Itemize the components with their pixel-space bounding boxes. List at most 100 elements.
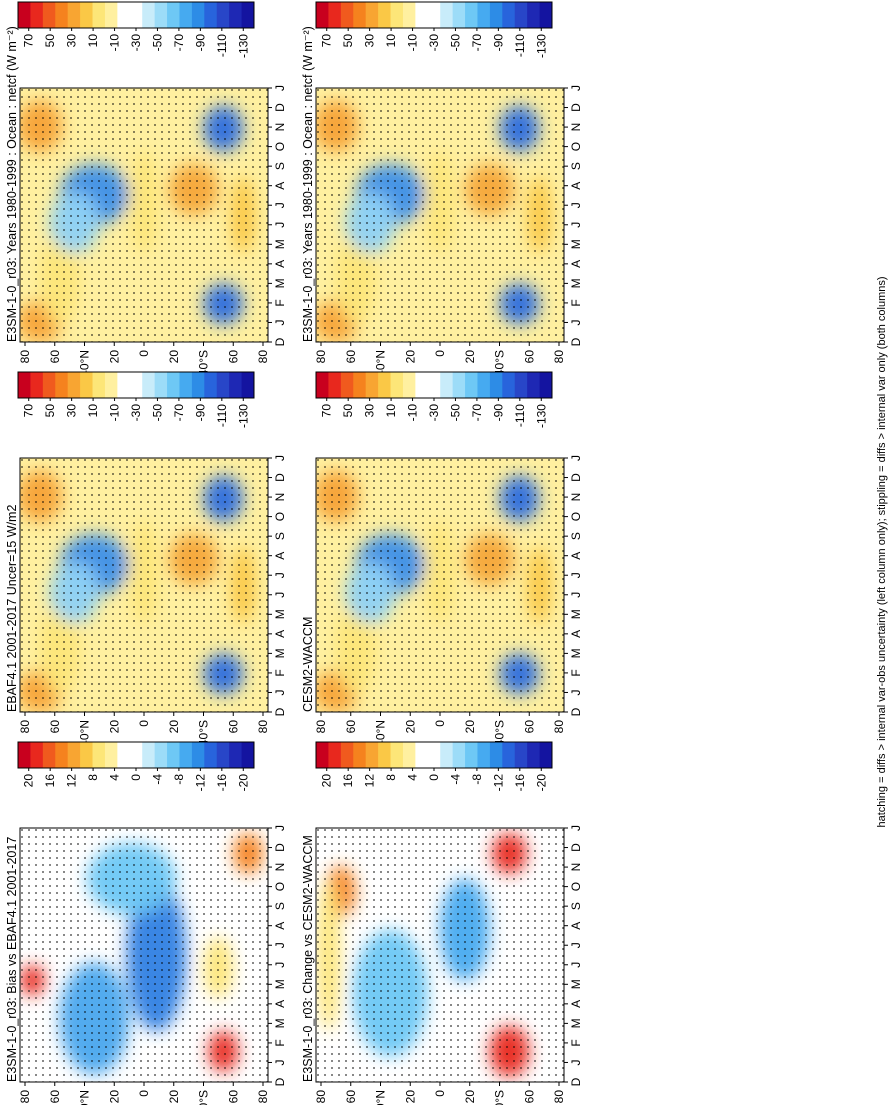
month-tick-label: D [273,1077,287,1086]
month-tick-label: M [569,278,583,288]
month-tick-label: J [569,592,583,598]
month-tick-label: J [273,592,287,598]
colorbar-swatch [340,372,354,398]
colorbar-label: -130 [534,404,548,428]
month-tick-label: M [273,648,287,658]
colorbar-swatch [427,742,441,768]
colorbar-swatch [167,2,180,28]
colorbar-label: -20 [534,774,548,792]
lat-tick-label: 40°S [493,1090,507,1105]
colorbar-swatch [191,742,205,768]
p-top-left: D J F M A M J J A S O N D J 80 60 40°N 20 0 20 40°S 60 80 E3SM-… [5,26,287,377]
colorbar-label: 70 [22,34,36,48]
lat-tick-label: 20 [403,350,417,364]
colorbar-swatch [167,372,180,398]
colorbar-swatch [55,372,69,398]
colorbar-label: 70 [320,34,334,48]
lat-tick-label: 40°S [493,720,507,746]
month-tick-label: A [273,552,287,560]
lat-tick-label: 40°N [374,1090,388,1105]
heatmap-field [20,828,268,1082]
colorbar-label: -30 [129,404,143,422]
colorbar-swatch [167,742,180,768]
colorbar-swatch [67,742,81,768]
colorbar-swatch [229,372,243,398]
month-tick-label: D [569,103,583,112]
colorbar-swatch [502,372,516,398]
month-tick-label: J [569,85,583,91]
month-tick-label: J [569,222,583,228]
colorbar-swatch [489,2,503,28]
colorbar-label: 0 [427,774,441,781]
colorbar-swatch [117,2,131,28]
month-tick-label: J [273,962,287,968]
month-tick-label: A [273,182,287,190]
colorbar-label: -130 [236,34,250,58]
colorbar-swatch [80,2,94,28]
month-tick-label: J [569,319,583,325]
colorbar-swatch [142,372,156,398]
lat-tick-label: 0 [137,350,151,357]
panel-title: E3SM-1-0_r03: Bias vs EBAF4.1 2001-2017 [5,837,19,1082]
colorbar-swatch [427,372,441,398]
month-tick-label: D [569,1077,583,1086]
panel-title: E3SM-1-0_r03: Years 1980-1999 : Ocean : … [5,26,19,342]
colorbar-label: -70 [470,34,484,52]
month-tick-label: M [273,1018,287,1028]
colorbar-label: -12 [193,774,207,792]
colorbar-swatch [42,372,56,398]
month-tick-label: F [273,299,287,306]
colorbar-swatch [30,2,44,28]
lat-tick-label: 80 [552,720,566,734]
stippling [20,88,268,342]
colorbar-swatch [142,742,156,768]
colorbar-label: 16 [43,774,57,788]
colorbar-swatch [452,2,466,28]
p-bot-right: D J F M A M J J A S O N D J 80 60 40°N 20 0 20 40°S 60 80 E3SM-… [301,825,583,1105]
colorbar-swatch [415,372,429,398]
colorbar-swatch [216,372,230,398]
month-tick-label: J [569,962,583,968]
month-tick-label: J [273,455,287,461]
colorbar-label: -8 [172,774,186,785]
lat-tick-label: 40°N [78,350,92,377]
colorbar-diff: 20 16 12 8 4 0 -4 -8 -12 -16 -20 [17,741,255,792]
month-tick-label: F [273,1039,287,1046]
month-tick-label: A [273,1000,287,1008]
colorbar-label: 0 [129,774,143,781]
lat-tick-label: 60 [344,720,358,734]
month-tick-label: A [569,630,583,638]
colorbar-label: 8 [384,774,398,781]
colorbar-label: 4 [108,774,122,781]
lat-tick-label: 60 [522,350,536,364]
colorbar-swatch [415,742,429,768]
lat-tick-label: 40°S [197,720,211,746]
colorbar-abs: 70 50 30 10 -10 -30 -50 -70 -90 -110 -130 [315,371,553,428]
lat-tick-label: 60 [226,1090,240,1104]
colorbar-swatch [104,742,118,768]
month-tick-label: S [273,532,287,540]
lat-tick-label: 20 [107,350,121,364]
colorbar-swatch [539,742,553,768]
colorbar-label: -10 [406,34,420,52]
colorbar-label: 30 [65,404,79,418]
colorbar-label: 70 [22,404,36,418]
lat-tick-label: 80 [18,350,32,364]
month-tick-label: F [569,299,583,306]
lat-tick-label: 20 [107,1090,121,1104]
colorbar-swatch [229,2,243,28]
colorbar-swatch [514,372,528,398]
colorbar-swatch [402,742,416,768]
colorbar-label: -12 [491,774,505,792]
lat-tick-label: 60 [522,720,536,734]
month-tick-label: S [273,902,287,910]
month-tick-label: D [569,843,583,852]
month-tick-label: M [273,239,287,249]
colorbar-label: -20 [236,774,250,792]
lat-tick-label: 40°S [493,350,507,376]
lat-tick-label: 20 [463,720,477,734]
month-tick-label: M [569,609,583,619]
month-tick-label: F [273,669,287,676]
colorbar-swatch [67,2,81,28]
